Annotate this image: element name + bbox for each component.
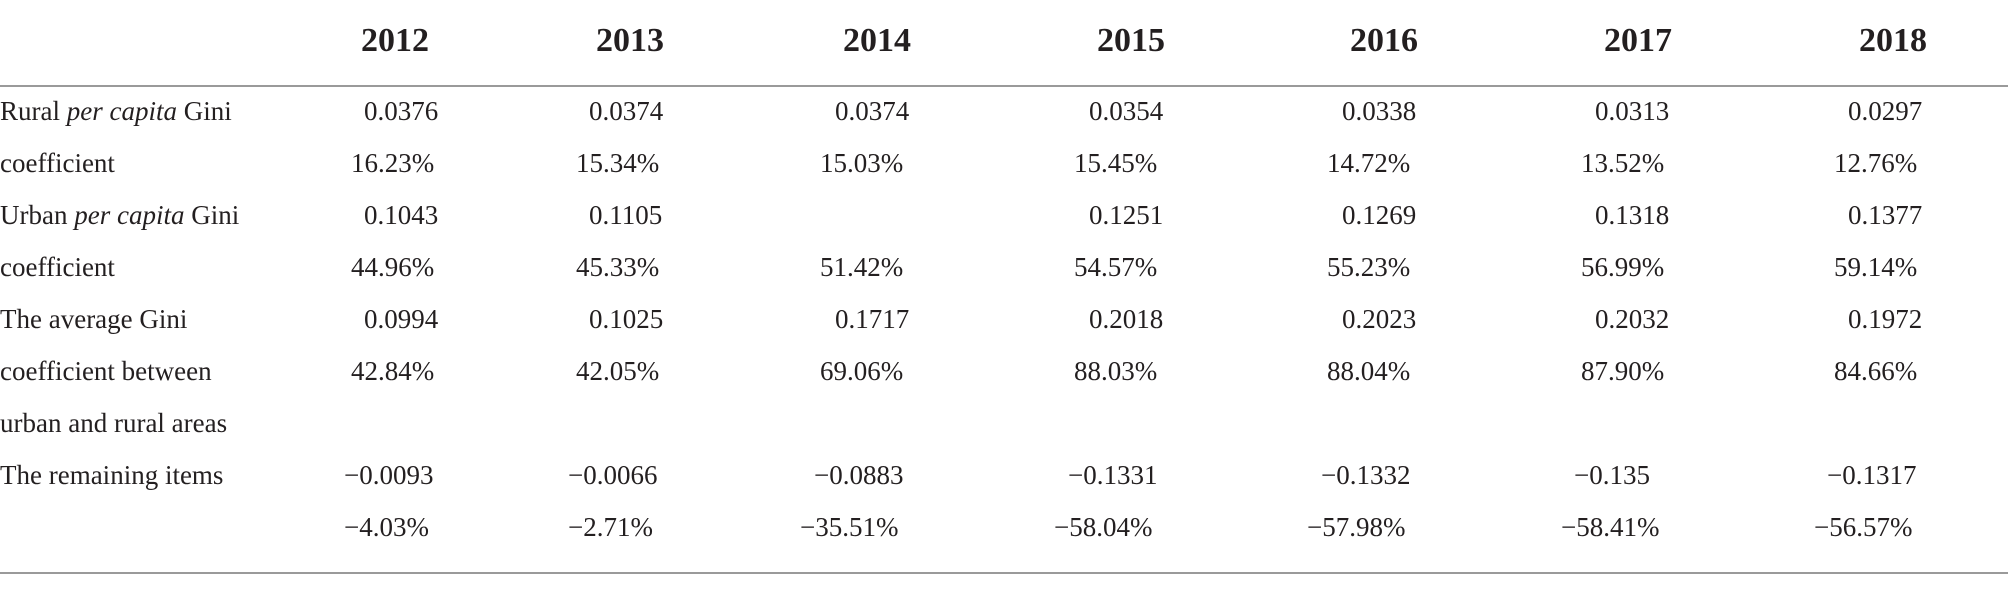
table-row: coefficient 44.96% 45.33% 51.42% 54.57% … <box>0 242 2008 294</box>
table-row: urban and rural areas <box>0 398 2008 450</box>
table-cell: 51.42% <box>820 252 904 282</box>
table-cell: 12.76% <box>1834 148 1918 178</box>
bottom-rule <box>0 572 2008 574</box>
table-cell: 16.23% <box>351 148 435 178</box>
table-cell: 0.0354 <box>1089 96 1164 126</box>
table-cell: 0.1377 <box>1848 200 1923 230</box>
table-row: Urban per capita Gini 0.1043 0.1105 0.12… <box>0 190 2008 242</box>
table-row: The average Gini 0.0994 0.1025 0.1717 0.… <box>0 294 2008 346</box>
table-cell: 0.0376 <box>364 96 439 126</box>
table-row: coefficient 16.23% 15.34% 15.03% 15.45% … <box>0 138 2008 190</box>
table-cell: 55.23% <box>1327 252 1411 282</box>
row-label: The remaining items <box>0 460 224 490</box>
table-cell: −58.41% <box>1561 512 1660 542</box>
col-header-2013: 2013 <box>596 22 664 59</box>
table-row: −4.03% −2.71% −35.51% −58.04% −57.98% −5… <box>0 502 2008 554</box>
table-cell: 42.05% <box>576 356 660 386</box>
table-cell: 59.14% <box>1834 252 1918 282</box>
col-header-2012: 2012 <box>361 22 429 59</box>
table-row: coefficient between 42.84% 42.05% 69.06%… <box>0 346 2008 398</box>
table-cell: 42.84% <box>351 356 435 386</box>
table-cell: 69.06% <box>820 356 904 386</box>
row-label: Rural per capita Gini <box>0 96 232 126</box>
table-cell: 0.1251 <box>1089 200 1164 230</box>
table-row: The remaining items −0.0093 −0.0066 −0.0… <box>0 450 2008 502</box>
table-cell: −0.1317 <box>1827 460 1917 490</box>
table-cell: 44.96% <box>351 252 435 282</box>
table-cell: 0.1318 <box>1595 200 1670 230</box>
table-cell: 45.33% <box>576 252 660 282</box>
table-cell: 0.2032 <box>1595 304 1670 334</box>
table-cell: −0.0093 <box>344 460 434 490</box>
table-cell: 0.1105 <box>589 200 663 230</box>
table-cell: −0.135 <box>1574 460 1650 490</box>
table-cell: 0.0374 <box>589 96 664 126</box>
row-label: coefficient <box>0 252 115 282</box>
col-header-2017: 2017 <box>1604 22 1672 59</box>
table-cell: −0.0883 <box>814 460 904 490</box>
col-header-2014: 2014 <box>843 22 911 59</box>
table-cell: 15.34% <box>576 148 660 178</box>
table-cell: 0.0297 <box>1848 96 1923 126</box>
table-cell: −56.57% <box>1814 512 1913 542</box>
row-label: coefficient between <box>0 356 212 386</box>
row-label: urban and rural areas <box>0 408 228 438</box>
table-cell: 15.03% <box>820 148 904 178</box>
table-cell: 14.72% <box>1327 148 1411 178</box>
table-cell: −58.04% <box>1054 512 1153 542</box>
row-label: The average Gini <box>0 304 188 334</box>
table-cell: 0.1025 <box>589 304 664 334</box>
table-cell: 54.57% <box>1074 252 1158 282</box>
table-cell: 87.90% <box>1581 356 1665 386</box>
table-cell: −0.1332 <box>1321 460 1411 490</box>
table-cell: 13.52% <box>1581 148 1665 178</box>
table-cell: 88.03% <box>1074 356 1158 386</box>
col-header-2015: 2015 <box>1097 22 1165 59</box>
table-cell: 0.1717 <box>835 304 910 334</box>
table-cell: 0.1269 <box>1342 200 1417 230</box>
table-cell: 0.0374 <box>835 96 910 126</box>
table-cell: −0.0066 <box>568 460 658 490</box>
table-cell: 0.1972 <box>1848 304 1923 334</box>
table-cell: 0.2018 <box>1089 304 1164 334</box>
col-header-2018: 2018 <box>1859 22 1927 59</box>
row-label: coefficient <box>0 148 115 178</box>
table-cell: 15.45% <box>1074 148 1158 178</box>
table-cell: −4.03% <box>344 512 429 542</box>
col-header-2016: 2016 <box>1350 22 1418 59</box>
table-cell: 88.04% <box>1327 356 1411 386</box>
table-cell: −35.51% <box>800 512 899 542</box>
table-cell: 0.0994 <box>364 304 439 334</box>
table-cell: −2.71% <box>568 512 653 542</box>
table-cell: 84.66% <box>1834 356 1918 386</box>
table-cell: 0.2023 <box>1342 304 1417 334</box>
table-cell: −57.98% <box>1307 512 1406 542</box>
table-cell: 0.1043 <box>364 200 439 230</box>
header-rule <box>0 85 2008 87</box>
row-label: Urban per capita Gini <box>0 200 240 230</box>
table-cell: 0.0313 <box>1595 96 1670 126</box>
table-row: Rural per capita Gini 0.0376 0.0374 0.03… <box>0 86 2008 138</box>
table-cell: 0.0338 <box>1342 96 1417 126</box>
table-cell: 56.99% <box>1581 252 1665 282</box>
table-cell: −0.1331 <box>1068 460 1158 490</box>
table-header: 2012 2013 2014 2015 2016 2017 2018 <box>0 0 2008 86</box>
